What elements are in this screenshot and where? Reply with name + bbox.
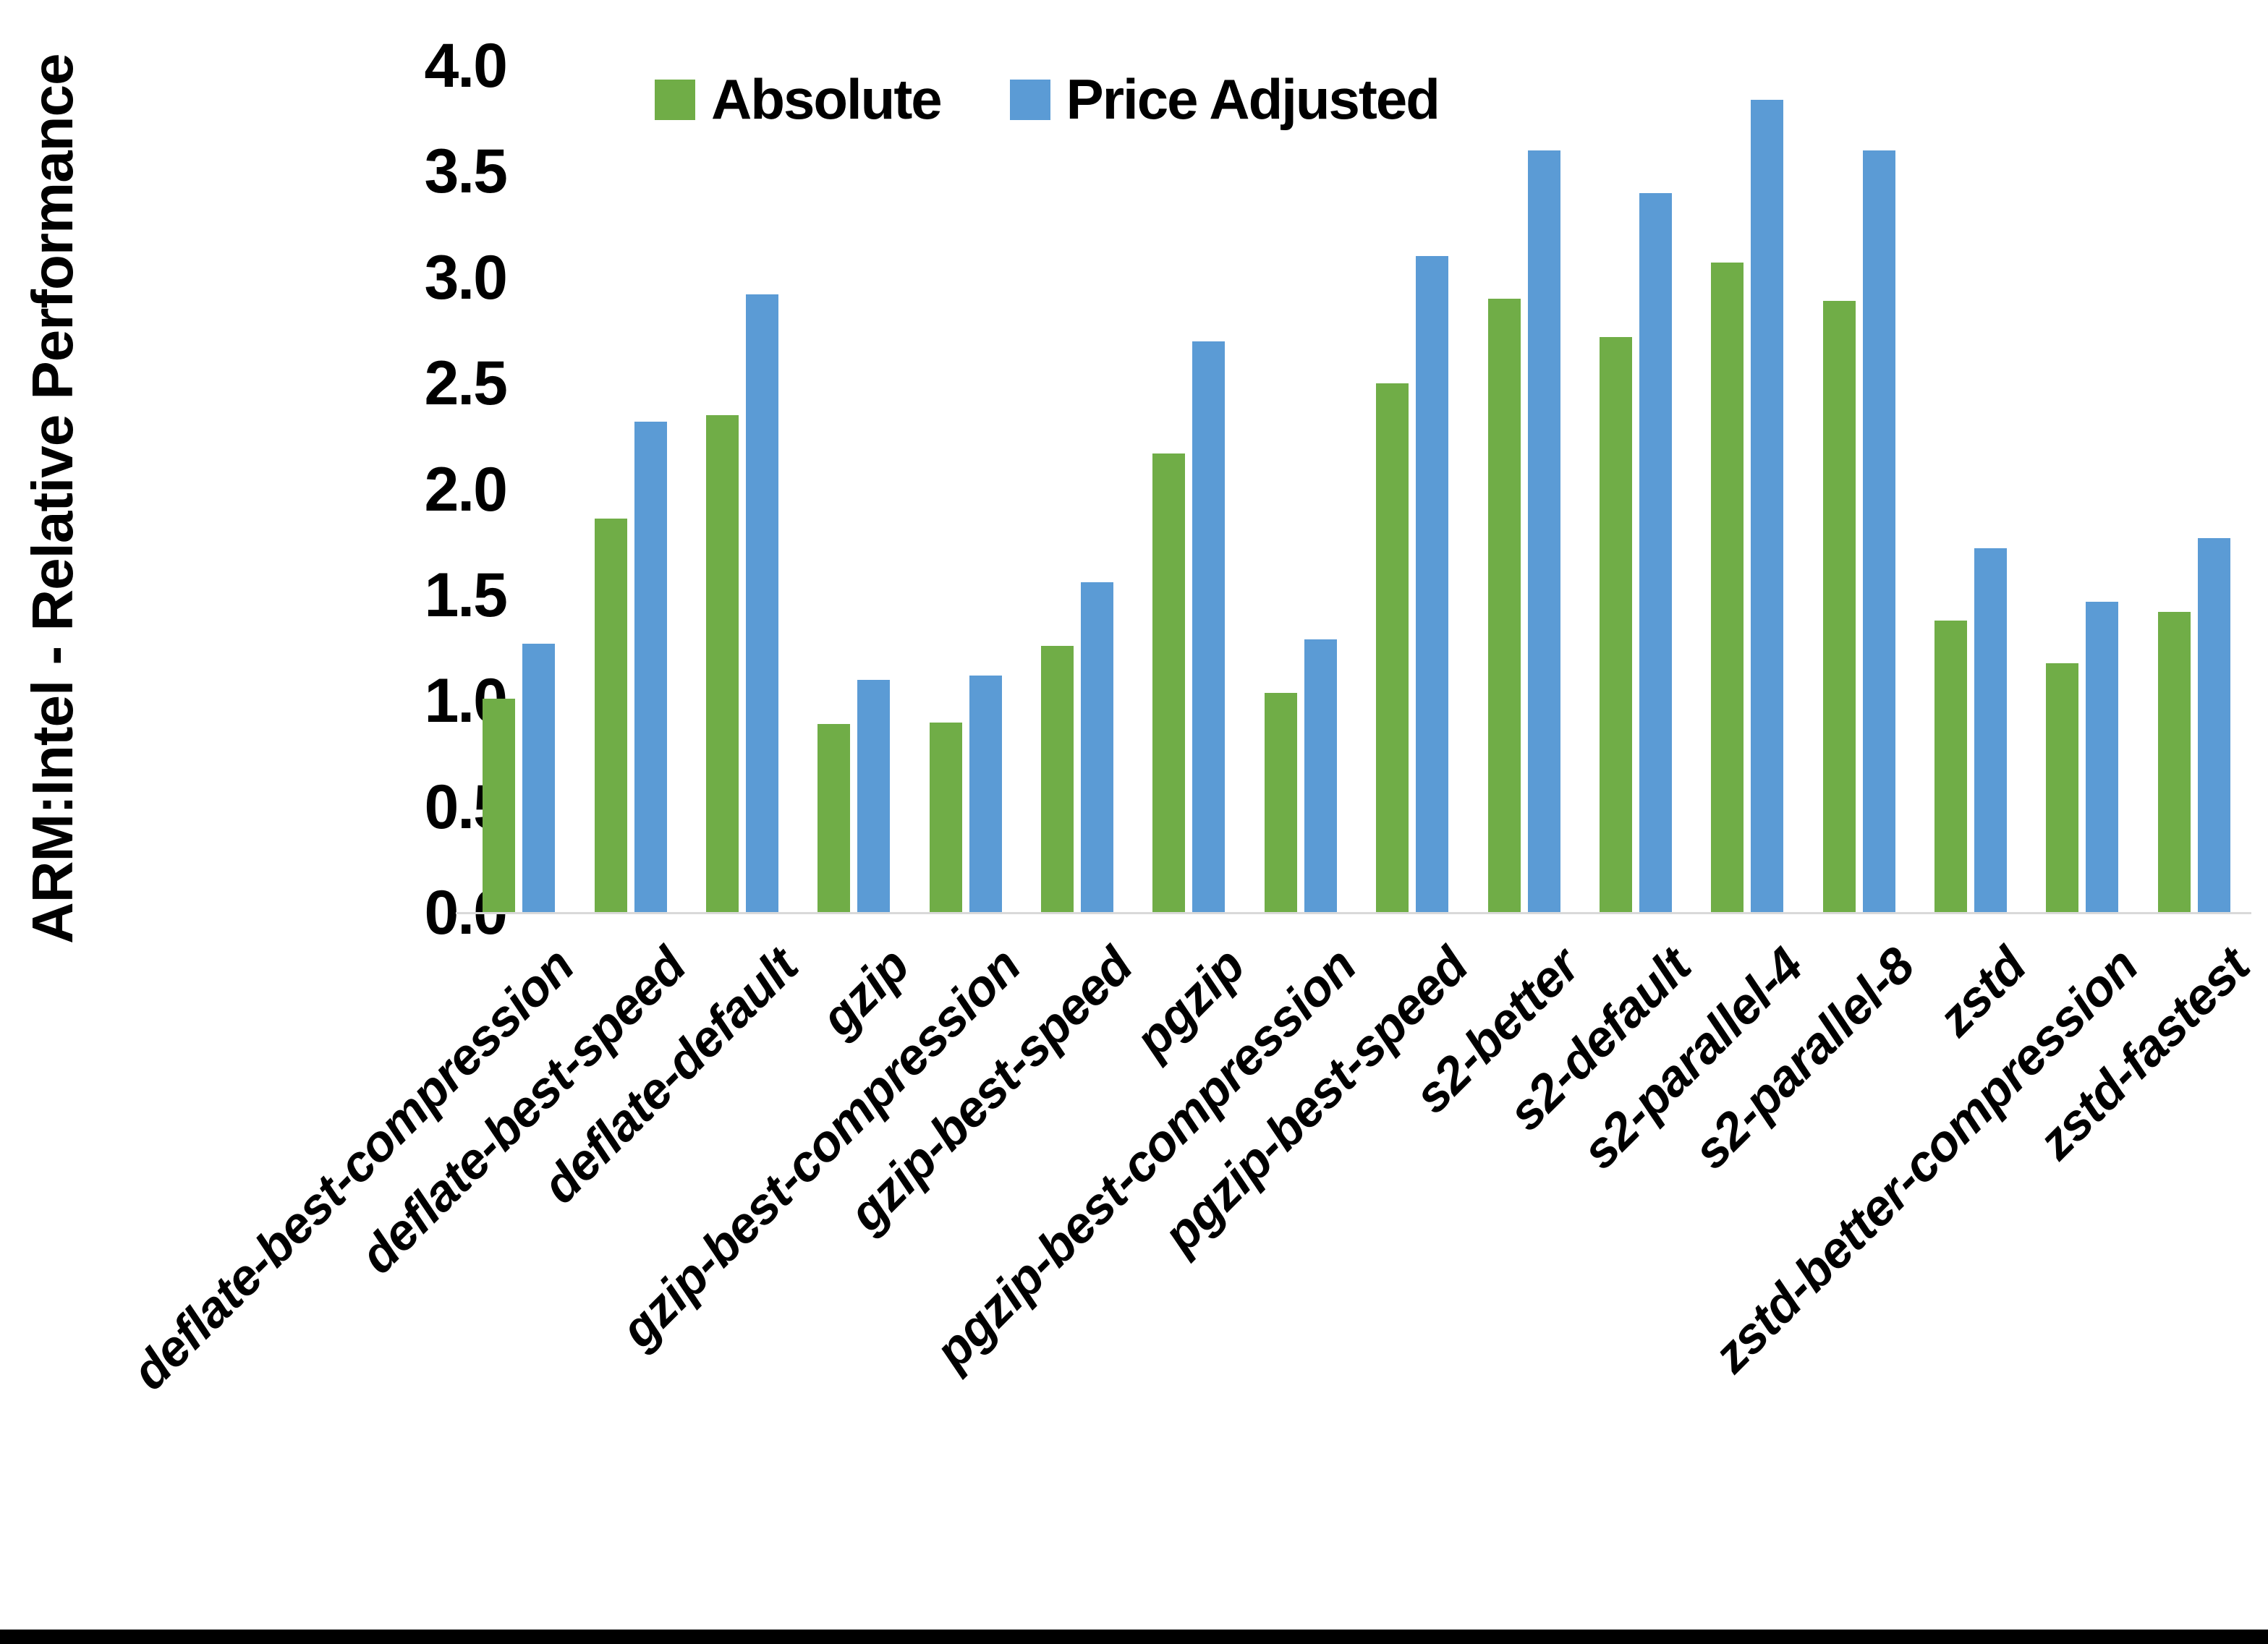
bar-price-adjusted-pgzip-best-speed <box>1416 256 1448 913</box>
legend-swatch-icon <box>1009 79 1050 120</box>
bar-absolute-s2-better <box>1488 299 1521 913</box>
y-tick-label: 2.0 <box>424 454 508 524</box>
bar-price-adjusted-s2-parallel-8 <box>1863 150 1895 913</box>
bar-absolute-pgzip-best-speed <box>1376 383 1409 913</box>
bar-price-adjusted-s2-better <box>1528 150 1560 913</box>
bar-price-adjusted-pgzip-best-compression <box>1304 639 1337 913</box>
legend: Absolute Price Adjusted <box>655 67 1440 132</box>
y-axis-title: ARM:Intel - Relative Performance <box>20 54 85 945</box>
bar-absolute-s2-parallel-8 <box>1823 301 1856 913</box>
bar-absolute-deflate-best-speed <box>595 519 627 913</box>
bar-price-adjusted-gzip-best-compression <box>969 676 1002 913</box>
bar-absolute-s2-default <box>1600 337 1632 913</box>
legend-item-absolute: Absolute <box>655 67 943 132</box>
bar-price-adjusted-zstd <box>1974 548 2007 913</box>
bar-price-adjusted-gzip <box>857 680 890 913</box>
y-tick-label: 3.5 <box>424 137 508 207</box>
x-axis-line <box>456 912 2251 914</box>
legend-swatch-icon <box>655 79 695 120</box>
bar-absolute-deflate-best-compression <box>483 699 515 913</box>
y-tick-label: 1.0 <box>424 666 508 736</box>
bar-price-adjusted-gzip-best-speed <box>1081 582 1113 913</box>
y-tick-label: 3.0 <box>424 242 508 312</box>
bar-absolute-gzip <box>817 724 850 913</box>
bar-absolute-deflate-default <box>706 415 739 913</box>
bar-price-adjusted-zstd-better-compression <box>2086 602 2118 913</box>
bar-price-adjusted-s2-parallel-4 <box>1751 100 1783 913</box>
bar-price-adjusted-deflate-best-speed <box>634 422 667 913</box>
bar-price-adjusted-zstd-fastest <box>2198 538 2230 913</box>
x-axis-label-deflate-best-compression: deflate-best-compression <box>121 937 585 1401</box>
bar-absolute-pgzip-best-compression <box>1265 693 1297 913</box>
bar-absolute-zstd-better-compression <box>2046 663 2078 913</box>
bar-price-adjusted-deflate-best-compression <box>522 644 555 913</box>
bar-absolute-s2-parallel-4 <box>1711 263 1744 913</box>
bar-absolute-zstd <box>1934 621 1967 913</box>
y-tick-label: 4.0 <box>424 31 508 101</box>
bar-price-adjusted-pgzip <box>1192 341 1225 913</box>
y-tick-label: 0.5 <box>424 772 508 842</box>
bar-price-adjusted-s2-default <box>1639 193 1672 913</box>
y-tick-label: 2.5 <box>424 349 508 419</box>
bar-absolute-zstd-fastest <box>2158 612 2191 913</box>
bar-absolute-gzip-best-speed <box>1041 646 1074 913</box>
bar-absolute-pgzip <box>1152 453 1185 913</box>
y-tick-label: 1.5 <box>424 560 508 630</box>
bottom-border-bar <box>0 1630 2268 1644</box>
legend-label: Price Adjusted <box>1066 67 1440 131</box>
legend-label: Absolute <box>711 67 943 131</box>
legend-item-price-adjusted: Price Adjusted <box>1009 67 1440 132</box>
bar-absolute-gzip-best-compression <box>930 723 962 913</box>
bar-price-adjusted-deflate-default <box>746 294 778 913</box>
